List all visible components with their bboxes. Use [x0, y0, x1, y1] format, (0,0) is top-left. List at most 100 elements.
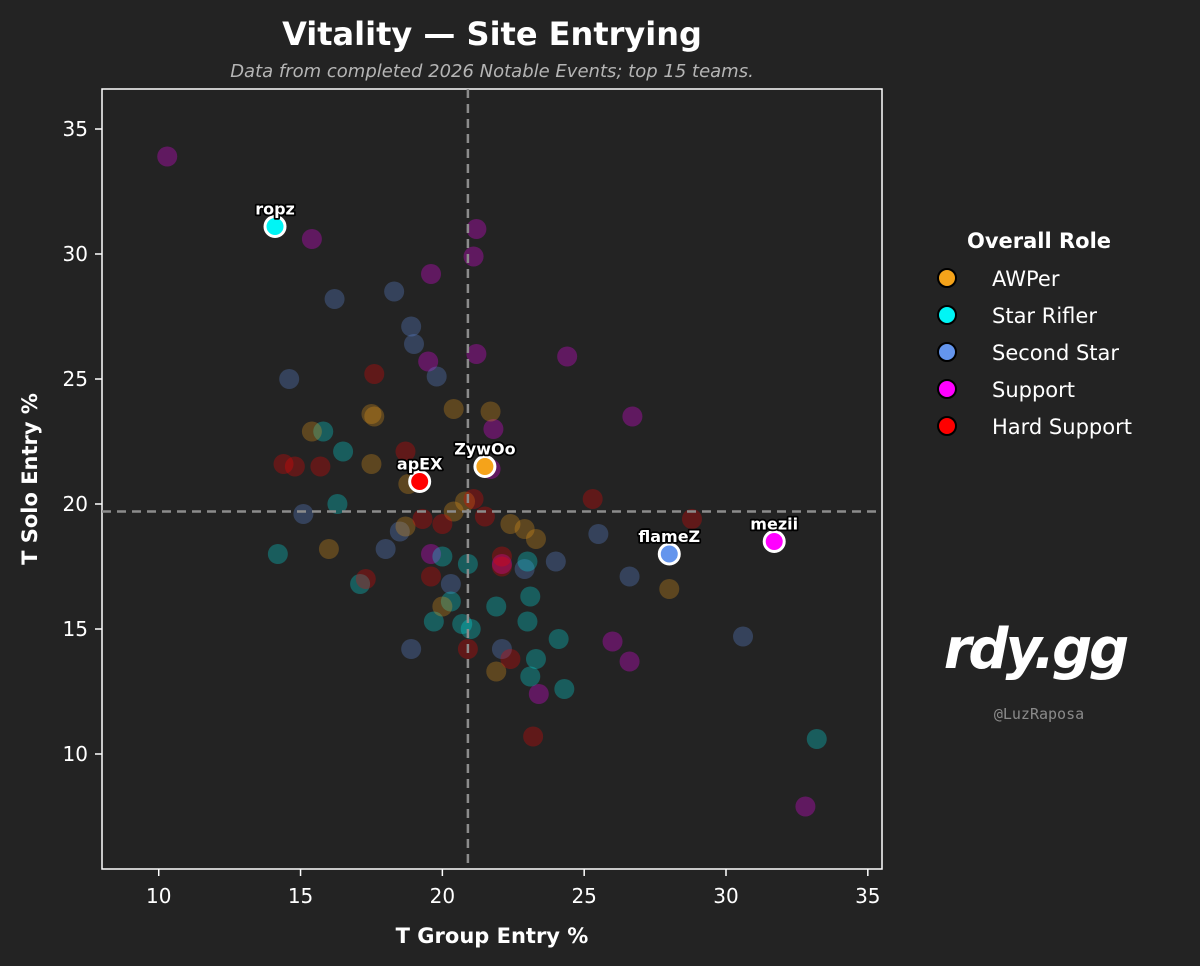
- legend-label-star-rifler: Star Rifler: [992, 304, 1097, 328]
- y-tick-label: 30: [63, 242, 88, 266]
- x-tick-label: 15: [288, 884, 313, 908]
- y-tick-label: 35: [63, 117, 88, 141]
- player-point-zywoo: [473, 455, 497, 478]
- point-support: [483, 419, 504, 439]
- point-second-star: [440, 574, 461, 594]
- point-star-rifler: [327, 494, 348, 514]
- point-hard-support: [500, 649, 521, 669]
- point-star-rifler: [525, 649, 546, 669]
- point-hard-support: [491, 556, 512, 577]
- point-second-star: [375, 539, 396, 559]
- legend-label-support: Support: [992, 378, 1075, 402]
- brand-logo: rdy.gg: [944, 617, 1128, 682]
- point-star-rifler: [313, 421, 334, 442]
- y-tick-label: 15: [63, 617, 88, 641]
- legend-label-second-star: Second Star: [992, 341, 1119, 365]
- point-hard-support: [284, 456, 305, 477]
- point-star-rifler: [267, 544, 288, 564]
- point-second-star: [404, 334, 424, 354]
- x-axis-label: T Group Entry %: [396, 924, 589, 948]
- point-hard-support: [491, 546, 512, 567]
- point-star-rifler: [520, 666, 541, 687]
- player-label-mezii: mezii: [750, 515, 798, 534]
- point-support: [528, 684, 549, 704]
- point-support: [421, 544, 442, 564]
- x-axis-ticks: 10 15 20 25 30 35: [146, 869, 881, 908]
- point-star-rifler: [457, 554, 478, 574]
- point-support: [622, 406, 643, 427]
- player-point-flamez: [657, 542, 681, 566]
- point-awper: [443, 399, 464, 419]
- x-tick-label: 25: [571, 884, 596, 908]
- chart-subtitle: Data from completed 2026 Notable Events;…: [230, 61, 754, 82]
- point-awper: [514, 519, 535, 539]
- point-second-star: [545, 551, 566, 572]
- legend-label-awper: AWPer: [992, 267, 1060, 291]
- point-star-rifler: [548, 629, 569, 649]
- y-axis-ticks: 10 15 20 25 30 35: [63, 117, 102, 766]
- point-awper: [432, 596, 453, 617]
- plot-frame: [101, 88, 883, 870]
- point-star-rifler: [423, 611, 444, 632]
- point-hard-support: [463, 489, 484, 509]
- point-second-star: [324, 289, 345, 309]
- author-handle: @LuzRaposa: [994, 705, 1084, 723]
- legend-marker-second-star: [937, 342, 957, 362]
- x-tick-label: 10: [146, 884, 171, 908]
- player-label-apex: apEX: [397, 455, 443, 474]
- point-hard-support: [681, 509, 702, 529]
- point-star-rifler: [460, 619, 481, 639]
- point-hard-support: [421, 566, 442, 587]
- point-star-rifler: [517, 611, 538, 632]
- legend: Overall Role AWPer Star Rifler Second Star…: [937, 229, 1132, 439]
- player-point-ropz: [263, 215, 287, 238]
- point-star-rifler: [333, 441, 354, 462]
- point-second-star: [401, 316, 422, 337]
- point-support: [491, 554, 512, 574]
- chart-title: Vitality — Site Entrying: [282, 15, 702, 53]
- point-support: [795, 796, 816, 817]
- point-support: [418, 351, 439, 372]
- point-second-star: [733, 626, 754, 647]
- legend-marker-support: [937, 379, 957, 399]
- point-awper: [361, 404, 382, 424]
- point-awper: [500, 514, 521, 534]
- point-hard-support: [432, 514, 453, 534]
- point-awper: [455, 491, 476, 512]
- point-hard-support: [364, 364, 385, 384]
- point-second-star: [293, 504, 314, 524]
- x-tick-label: 30: [713, 884, 738, 908]
- point-hard-support: [273, 454, 294, 474]
- y-tick-label: 20: [63, 492, 88, 516]
- legend-marker-awper: [937, 268, 957, 288]
- background-points: [157, 146, 827, 817]
- point-hard-support: [412, 509, 433, 529]
- x-tick-label: 35: [855, 884, 880, 908]
- point-second-star: [401, 639, 422, 659]
- point-awper: [301, 421, 322, 442]
- point-support: [301, 229, 322, 249]
- point-second-star: [384, 281, 405, 302]
- point-hard-support: [310, 456, 331, 477]
- point-star-rifler: [806, 729, 827, 749]
- point-support: [157, 146, 178, 167]
- point-support: [557, 346, 578, 367]
- point-awper: [486, 661, 507, 682]
- point-second-star: [426, 366, 447, 387]
- point-awper: [364, 406, 385, 427]
- legend-title: Overall Role: [967, 229, 1111, 253]
- y-axis-label: T Solo Entry %: [18, 393, 42, 565]
- point-support: [466, 219, 487, 239]
- point-support: [466, 344, 487, 364]
- point-awper: [361, 454, 382, 474]
- point-hard-support: [395, 441, 416, 462]
- point-support: [602, 631, 623, 652]
- point-second-star: [389, 521, 410, 542]
- highlighted-points: ropz ZywOo apEX flameZ mezii: [253, 198, 800, 566]
- point-support: [619, 651, 640, 672]
- legend-label-hard-support: Hard Support: [992, 415, 1132, 439]
- point-star-rifler: [440, 591, 461, 612]
- mean-reference-lines: [102, 89, 882, 869]
- point-star-rifler: [520, 586, 541, 607]
